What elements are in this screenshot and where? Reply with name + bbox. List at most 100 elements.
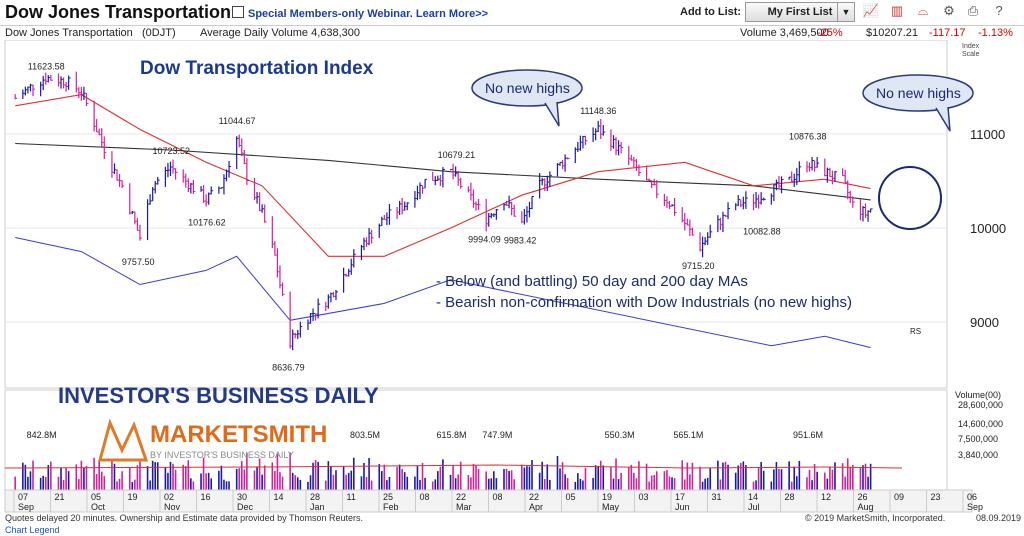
date-month-label: Sep [18, 502, 34, 512]
price-annotation: 8636.79 [272, 362, 305, 372]
ma50-line [15, 94, 871, 257]
price-annotation: 9757.50 [122, 257, 155, 267]
date-day-label: 23 [931, 492, 941, 502]
volume-annotation: 951.6M [793, 430, 823, 440]
date-day-label: 19 [602, 492, 612, 502]
portfolio-icon[interactable]: ▥ [890, 3, 904, 18]
rs-label: RS [910, 327, 921, 336]
ibd-logo: INVESTOR'S BUSINESS DAILY [58, 383, 379, 408]
volume-annotation: 615.8M [437, 430, 467, 440]
volume-annotation: 803.5M [350, 430, 380, 440]
date-month-label: Nov [164, 502, 181, 512]
footer-date: 08.09.2019 [976, 513, 1022, 523]
callout-bubble [471, 69, 583, 107]
date-day-label: 22 [456, 492, 466, 502]
add-to-list-label: Add to List: [680, 6, 742, 18]
webinar-link[interactable]: Special Members-only Webinar. Learn More… [232, 6, 488, 20]
symbol-code: (0DJT) [142, 27, 176, 39]
date-month-label: Oct [91, 502, 106, 512]
date-day-label: 11 [347, 492, 356, 502]
date-month-label: Aug [858, 502, 874, 512]
symbol-name: Dow Jones Transportation [5, 27, 133, 39]
change: -117.17 [929, 27, 966, 39]
price-annotation: 11623.58 [28, 61, 65, 71]
date-day-label: 08 [420, 492, 430, 502]
volume-tick-label: 14,600,000 [958, 419, 1003, 429]
help-icon[interactable]: ? [995, 3, 1003, 18]
price-annotation: 9994.09 [468, 235, 501, 245]
volume-annotation: 747.9M [482, 430, 512, 440]
date-day-label: 03 [639, 492, 649, 502]
date-day-label: 09 [894, 492, 904, 502]
chart-legend-link[interactable]: Chart Legend [5, 525, 60, 535]
volume-pct: -25% [817, 27, 843, 39]
price-panel-border [4, 40, 948, 389]
date-month-label: Jun [675, 502, 690, 512]
date-day-label: 06 [967, 492, 977, 502]
date-month-label: Sep [967, 502, 983, 512]
list-select-value: My First List [767, 6, 833, 18]
compare-icon[interactable]: ⌓ [917, 3, 929, 18]
callout-text: No new highs [485, 80, 570, 96]
settings-icon[interactable]: ⚙ [943, 3, 955, 18]
date-day-label: 02 [164, 492, 174, 502]
price-annotation: 11044.67 [219, 116, 256, 126]
date-month-label: Feb [383, 502, 399, 512]
date-month-label: Jul [748, 502, 760, 512]
date-day-label: 30 [237, 492, 247, 502]
date-day-label: 21 [55, 492, 65, 502]
info-bar: Dow Jones Transportation (0DJT) Average … [0, 26, 1024, 40]
price-annotation: 10082.88 [743, 226, 781, 236]
price-bars [14, 71, 873, 351]
volume-tick-label: 28,600,000 [958, 400, 1003, 410]
date-day-label: 25 [383, 492, 393, 502]
price-tick-label: 9000 [970, 315, 999, 330]
print-icon[interactable]: ⎙ [967, 3, 979, 18]
date-day-label: 14 [274, 492, 284, 502]
price-annotation: 10723.52 [152, 146, 190, 156]
price-annotation: 10176.62 [188, 217, 226, 227]
volume-annotation: 550.3M [605, 430, 635, 440]
date-day-label: 05 [566, 492, 576, 502]
list-select[interactable]: My First List ▼ [745, 2, 855, 22]
date-day-label: 28 [785, 492, 795, 502]
price-annotation: 11148.36 [580, 106, 616, 116]
volume-average-line [4, 464, 903, 469]
date-day-label: 12 [821, 492, 831, 502]
index-scale-label: Scale [962, 51, 980, 58]
price-annotation: 10679.21 [438, 150, 476, 160]
callout-text: No new highs [876, 85, 961, 101]
volume-tick-label: 3,840,000 [958, 450, 998, 460]
chart-title: Dow Transportation Index [140, 58, 374, 79]
index-scale-label: Index [962, 43, 980, 50]
copyright: © 2019 MarketSmith, Incorporated. [805, 513, 946, 523]
volume-bars [4, 452, 903, 490]
webinar-link-text[interactable]: Special Members-only Webinar. Learn More… [248, 8, 489, 20]
price-annotation: 9983.42 [504, 236, 537, 246]
volume-axis-label: Volume(00) [955, 390, 1001, 400]
note-line: - Bearish non-confirmation with Dow Indu… [436, 294, 852, 311]
date-month-label: Mar [456, 502, 472, 512]
checkbox-icon [232, 6, 244, 18]
volume-annotation: 842.8M [27, 430, 57, 440]
volume-tick-label: 7,500,000 [958, 434, 998, 444]
page-title: Dow Jones Transportation [5, 2, 232, 22]
date-day-label: 19 [128, 492, 138, 502]
callout-tail [544, 101, 560, 127]
chevron-down-icon[interactable]: ▼ [837, 3, 854, 21]
date-day-label: 14 [748, 492, 758, 502]
date-day-label: 07 [18, 492, 28, 502]
change-pct: -1.13% [978, 27, 1013, 39]
price-annotation: 10876.38 [789, 132, 827, 142]
marketsmith-logo: MARKETSMITH [150, 421, 327, 448]
delay-note: Quotes delayed 20 minutes. Ownership and… [5, 513, 364, 523]
price-annotation: 9715.20 [682, 261, 715, 271]
top-bar: Dow Jones Transportation Special Members… [0, 0, 1024, 26]
rs-line [15, 237, 871, 349]
chart-labels: 11623.58 9757.50 10723.52 10176.62 11044.67 8… [4, 58, 1003, 513]
chart-icon[interactable]: 📈 [862, 3, 880, 18]
highlight-circle [878, 166, 942, 230]
price-tick-label: 11000 [970, 127, 1005, 142]
price: $10207.21 [866, 27, 918, 39]
